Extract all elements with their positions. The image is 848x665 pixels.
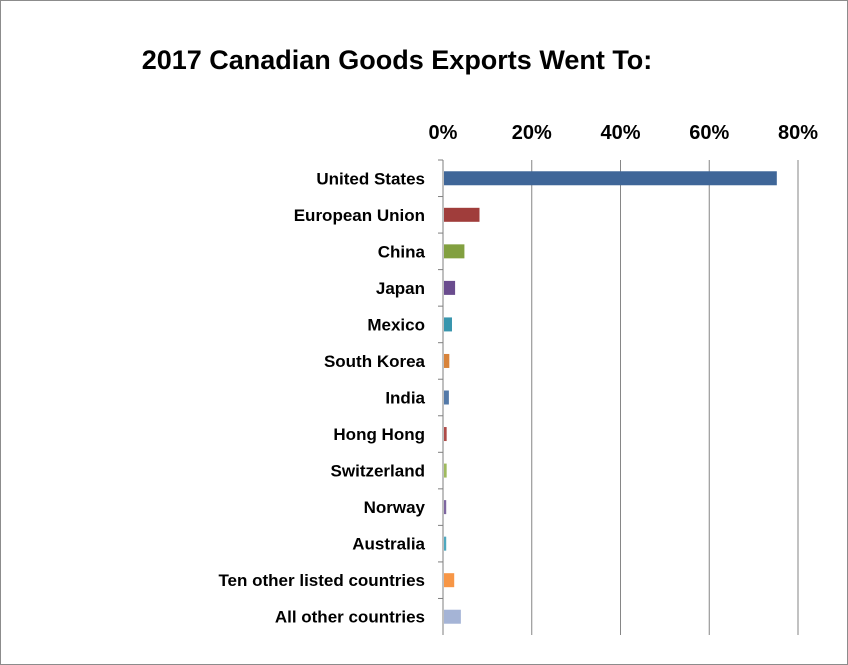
bar [444,207,480,222]
bar [444,317,452,332]
bar [444,463,447,478]
chart-title: 2017 Canadian Goods Exports Went To: [141,45,653,75]
category-label: Mexico [367,315,425,334]
category-label: European Union [294,206,425,225]
category-label: India [385,389,425,408]
x-tick-label: 20% [512,122,552,144]
category-label: Japan [376,279,425,298]
bar [444,390,449,405]
category-label: Australia [352,535,425,554]
bar [444,353,450,368]
bar [444,500,447,515]
category-label: Norway [364,498,426,517]
bar [444,171,777,186]
bar [444,280,456,295]
category-label: Ten other listed countries [218,571,425,590]
bar [444,427,447,442]
bar [444,536,447,551]
bar [444,244,465,259]
category-label: Switzerland [331,462,425,481]
category-label: Hong Hong [333,425,425,444]
bar [444,609,461,624]
x-tick-label: 40% [600,122,640,144]
x-tick-label: 0% [429,122,458,144]
category-label: All other countries [275,608,425,627]
category-label: South Korea [324,352,426,371]
x-tick-label: 80% [778,122,818,144]
category-label: China [378,242,426,261]
bar [444,573,455,588]
x-tick-label: 60% [689,122,729,144]
category-label: United States [316,169,425,188]
